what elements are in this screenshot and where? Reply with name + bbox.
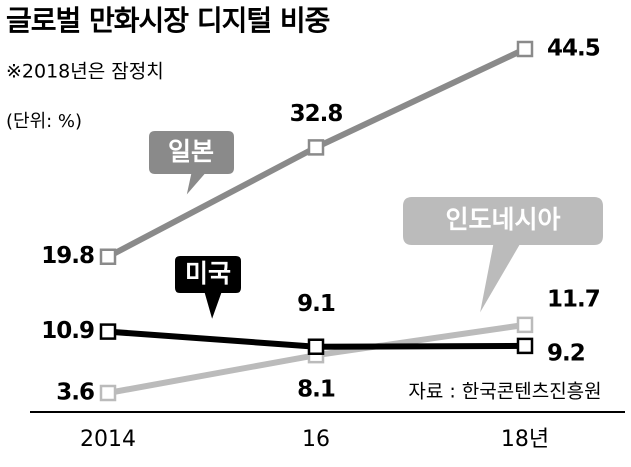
value-label: 8.1 — [297, 377, 335, 403]
point-marker — [516, 316, 534, 334]
value-label: 10.9 — [41, 318, 94, 344]
x-tick-label: 16 — [302, 427, 330, 452]
point-marker — [99, 384, 117, 402]
legend-bubble — [401, 195, 605, 319]
point-marker — [307, 338, 325, 355]
source: 자료 : 한국콘텐츠진흥원 — [408, 381, 601, 403]
legend-bubble — [147, 129, 236, 199]
chart-subtitle: ※2018년은 잠정치 — [6, 61, 164, 83]
chart-title: 글로벌 만화시장 디지털 비중 — [6, 4, 330, 37]
value-label: 44.5 — [547, 36, 600, 62]
legend-bubble — [173, 254, 243, 326]
legend-label: 일본 — [168, 137, 214, 166]
legend-label: 인도네시아 — [445, 205, 560, 234]
value-label: 3.6 — [56, 380, 94, 406]
plot: 3.6 8.1 11.7 19.8 32.8 44.5 10.9 9.1 9.2 — [41, 36, 601, 406]
value-label: 19.8 — [41, 243, 94, 269]
value-label: 11.7 — [547, 286, 600, 312]
value-label: 32.8 — [290, 101, 343, 127]
x-tick-label: 18년 — [501, 427, 549, 452]
point-marker — [516, 337, 534, 355]
point-marker — [99, 323, 117, 340]
unit-label: (단위: %) — [6, 111, 82, 132]
value-label: 9.2 — [547, 340, 585, 366]
point-marker — [516, 40, 534, 58]
x-tick-label: 2014 — [80, 427, 136, 452]
point-marker — [99, 248, 117, 265]
value-label: 9.1 — [297, 291, 335, 317]
legend-label: 미국 — [185, 259, 231, 288]
point-marker — [307, 139, 325, 156]
